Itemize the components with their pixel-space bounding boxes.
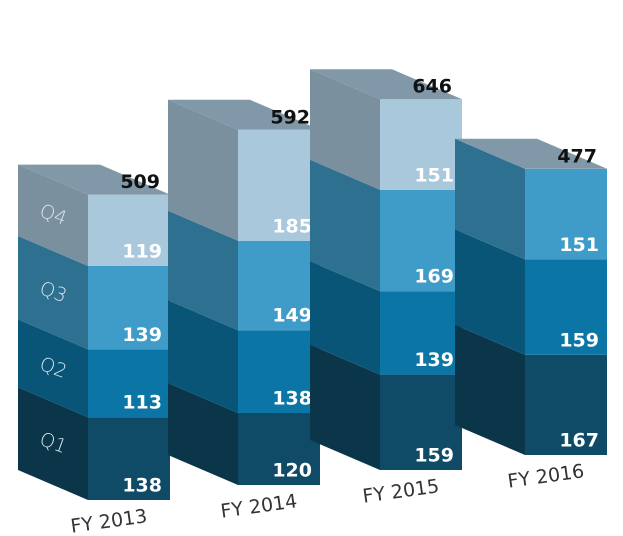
bar-segment [88,349,170,418]
bar-segment [380,99,462,190]
bar-side [455,138,525,260]
bar-side [168,383,238,485]
value-label: 113 [122,392,162,414]
total-label: 592 [270,106,310,128]
bar-side [18,319,88,418]
bar-segment [525,354,607,455]
bar-side [455,229,525,355]
bar-segment [88,266,170,350]
bar-segment [380,291,462,375]
bar-top [310,69,462,100]
bar-segment [525,259,607,355]
bar-segment [380,374,462,470]
bar-side [168,99,238,241]
value-label: 159 [414,445,454,467]
value-label: 151 [414,164,454,186]
bar-side [18,164,88,266]
category-label: FY 2014 [219,490,298,522]
total-label: 646 [412,76,452,98]
bar-side [310,261,380,375]
value-label: 159 [559,329,599,351]
value-label: 120 [272,460,312,482]
bar-side [168,300,238,413]
bar-side [18,236,88,350]
bar-segment [525,168,607,260]
value-label: 167 [559,430,599,452]
value-label: 139 [414,349,454,371]
bar-top [18,164,170,195]
value-label: 139 [122,324,162,346]
bar-segment [238,330,320,413]
value-label: 151 [559,234,599,256]
bar-side [455,324,525,455]
bar-side [310,344,380,470]
bar-side [310,69,380,190]
bar-top [168,99,320,130]
total-label: 477 [557,145,597,167]
total-label: 509 [120,171,160,193]
value-label: 138 [272,388,312,410]
bar-side [18,387,88,500]
value-label: 119 [122,241,162,263]
bar-side [168,210,238,331]
category-label: FY 2013 [69,505,148,536]
category-label: FY 2016 [506,460,585,492]
category-label: FY 2015 [361,475,440,507]
value-label: 149 [272,305,312,327]
value-label: 169 [414,266,454,288]
bar-segment [238,129,320,241]
bar-segment [238,413,320,485]
bar-top [455,138,607,169]
bar-side [310,159,380,292]
bar-segment [380,189,462,292]
bar-segment [238,240,320,331]
value-label: 138 [122,475,162,497]
bar-segment [88,417,170,500]
value-label: 185 [272,215,312,237]
bar-segment [88,194,170,266]
